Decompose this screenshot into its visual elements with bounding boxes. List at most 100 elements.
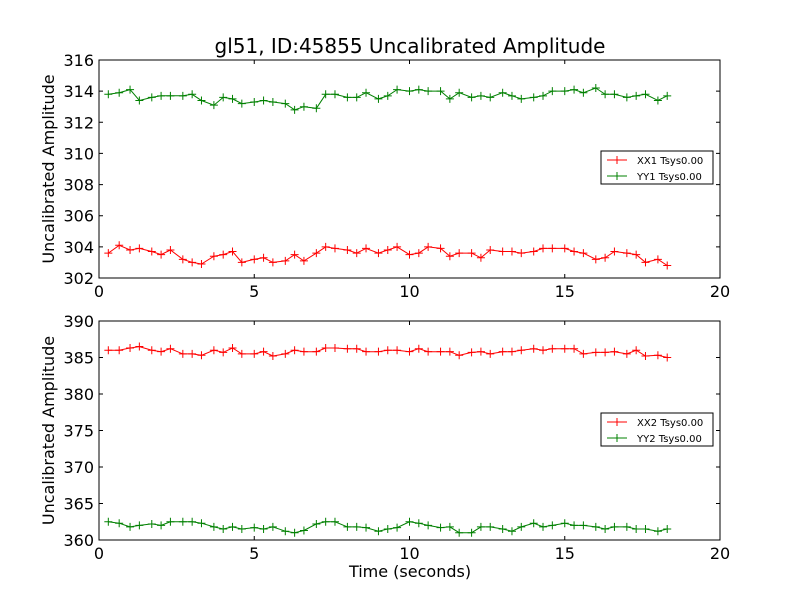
data-point [188, 90, 197, 99]
legend-label: YY1 Tsys0.00 [636, 172, 702, 183]
data-point [352, 522, 361, 531]
legend-label: YY2 Tsys0.00 [636, 434, 702, 445]
data-point [330, 517, 339, 526]
chart-panel-1: 0 5 10 15 20 302 304 306 308 310 312 314 316 Uncalibr… [39, 51, 730, 301]
data-point [321, 90, 330, 99]
data-point [393, 85, 402, 94]
data-point [560, 344, 569, 353]
data-point [237, 525, 246, 534]
data-point [135, 521, 144, 530]
data-point [591, 84, 600, 93]
data-point [467, 528, 476, 537]
data-point [653, 351, 662, 360]
data-point [560, 87, 569, 96]
legend-marker [613, 156, 621, 164]
legend-frame [600, 412, 714, 447]
x-tick-label: 15 [555, 282, 575, 301]
data-point [476, 347, 485, 356]
x-tick-label: 0 [94, 282, 104, 301]
data-point [219, 525, 228, 534]
data-point [135, 244, 144, 253]
data-point [281, 256, 290, 265]
data-point [663, 91, 672, 100]
data-point [445, 94, 454, 103]
data-point [663, 525, 672, 534]
data-point [330, 244, 339, 253]
data-point [343, 344, 352, 353]
data-point [383, 346, 392, 355]
data-point [393, 242, 402, 251]
data-point [343, 93, 352, 102]
data-point [579, 349, 588, 358]
data-point [405, 87, 414, 96]
data-point [455, 351, 464, 360]
data-point [330, 90, 339, 99]
data-point [352, 249, 361, 258]
data-point [641, 90, 650, 99]
data-point [476, 522, 485, 531]
data-point [641, 352, 650, 361]
data-point [188, 517, 197, 526]
y-axis-label: Uncalibrated Amplitude [39, 74, 58, 263]
data-point [299, 347, 308, 356]
y-tick-label: 312 [63, 113, 94, 132]
data-point [188, 349, 197, 358]
data-point [436, 347, 445, 356]
data-point [147, 93, 156, 102]
data-point [653, 96, 662, 105]
chart-title: gl51, ID:45855 Uncalibrated Amplitude [215, 34, 606, 58]
data-point [498, 88, 507, 97]
data-point [290, 346, 299, 355]
data-point [299, 102, 308, 111]
data-point [610, 247, 619, 256]
data-point [591, 522, 600, 531]
data-point [467, 249, 476, 258]
data-point [610, 90, 619, 99]
data-point [219, 250, 228, 259]
data-point [268, 258, 277, 267]
data-point [219, 93, 228, 102]
data-point [591, 348, 600, 357]
data-point [455, 249, 464, 258]
data-point [507, 91, 516, 100]
data-point [250, 255, 259, 264]
data-point [436, 87, 445, 96]
data-point [560, 519, 569, 528]
data-point [393, 346, 402, 355]
x-tick-label: 20 [710, 544, 730, 563]
data-point [178, 517, 187, 526]
data-point [498, 347, 507, 356]
data-point [157, 521, 166, 530]
data-point [579, 521, 588, 530]
data-point [539, 91, 548, 100]
data-point [135, 96, 144, 105]
y-tick-label: 390 [63, 312, 94, 331]
legend-marker [613, 418, 621, 426]
data-point [115, 241, 124, 250]
data-point [188, 258, 197, 267]
data-point [352, 93, 361, 102]
data-point [290, 105, 299, 114]
data-point [405, 250, 414, 259]
data-point [312, 249, 321, 258]
data-point [126, 344, 135, 353]
data-point [414, 249, 423, 258]
data-point [147, 247, 156, 256]
data-point [157, 250, 166, 259]
data-point [312, 347, 321, 356]
data-point [259, 347, 268, 356]
data-point [445, 347, 454, 356]
data-point [570, 521, 579, 530]
data-point [259, 253, 268, 262]
data-point [424, 87, 433, 96]
data-point [653, 255, 662, 264]
data-point [632, 525, 641, 534]
y-tick-label: 365 [63, 495, 94, 514]
data-point [445, 252, 454, 261]
data-point [383, 245, 392, 254]
data-point [209, 252, 218, 261]
data-point [517, 522, 526, 531]
data-point [424, 347, 433, 356]
data-point [197, 96, 206, 105]
data-point [178, 349, 187, 358]
